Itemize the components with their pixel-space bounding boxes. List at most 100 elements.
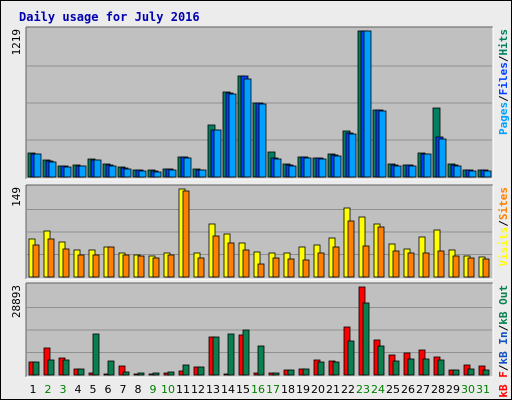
bar-pages-12 xyxy=(198,169,207,178)
bar-kb-out-22 xyxy=(347,340,355,376)
x-tick-label: 31 xyxy=(476,383,490,396)
bar-pages-28 xyxy=(438,138,447,178)
bar-pages-21 xyxy=(333,155,342,178)
bar-pages-24 xyxy=(378,110,387,178)
y-max-label: 149 xyxy=(10,187,23,207)
x-tick-label: 17 xyxy=(266,383,280,396)
bar-pages-25 xyxy=(393,165,402,178)
bar-kb-out-10 xyxy=(167,371,175,376)
bar-kb-out-19 xyxy=(302,368,310,376)
bar-kb-out-4 xyxy=(77,368,85,376)
bar-sites-3 xyxy=(62,248,70,278)
bar-pages-19 xyxy=(303,157,312,178)
bar-kb-out-5 xyxy=(92,333,100,376)
bar-pages-2 xyxy=(48,161,57,178)
bar-pages-17 xyxy=(273,158,282,178)
bar-sites-8 xyxy=(137,255,145,278)
legend-entry: kB In xyxy=(497,331,510,364)
bar-sites-25 xyxy=(392,250,400,278)
bar-sites-14 xyxy=(227,242,235,278)
x-tick-label: 24 xyxy=(371,383,385,396)
bar-kb-out-1 xyxy=(32,361,40,376)
x-tick-label: 19 xyxy=(296,383,310,396)
bar-kb-out-29 xyxy=(452,369,460,376)
bar-sites-19 xyxy=(302,259,310,278)
x-tick-label: 16 xyxy=(251,383,265,396)
series-legend: kB F/kB In/kB Out xyxy=(497,285,510,398)
legend-entry: Hits xyxy=(497,29,510,56)
legend-entry: Visits xyxy=(497,227,510,267)
x-tick-label: 6 xyxy=(105,383,112,396)
series-legend: Pages/Files/Hits xyxy=(497,29,510,135)
bar-kb-out-12 xyxy=(197,366,205,376)
bar-pages-22 xyxy=(348,133,357,178)
series-legend: Visits/Sites xyxy=(497,187,510,267)
bar-sites-9 xyxy=(152,257,160,278)
bar-sites-21 xyxy=(332,246,340,278)
x-tick-label: 2 xyxy=(45,383,52,396)
bar-sites-29 xyxy=(452,255,460,278)
bar-pages-5 xyxy=(93,159,102,178)
x-tick-label: 4 xyxy=(75,383,82,396)
x-tick-label: 11 xyxy=(176,383,190,396)
x-tick-label: 10 xyxy=(161,383,175,396)
bar-kb-out-26 xyxy=(407,358,415,376)
x-tick-label: 20 xyxy=(311,383,325,396)
x-tick-label: 7 xyxy=(120,383,127,396)
bar-kb-f-7 xyxy=(118,365,126,376)
chart-title: Daily usage for July 2016 xyxy=(19,10,200,24)
bar-sites-7 xyxy=(122,254,130,278)
bar-pages-20 xyxy=(318,158,327,178)
bar-kb-out-13 xyxy=(212,336,220,376)
bar-kb-out-6 xyxy=(107,360,115,376)
bar-kb-out-2 xyxy=(47,359,55,376)
bar-pages-18 xyxy=(288,165,297,178)
bar-kb-out-15 xyxy=(242,329,250,376)
bar-sites-13 xyxy=(212,235,220,278)
bar-kb-out-25 xyxy=(392,360,400,376)
bar-kb-out-24 xyxy=(377,345,385,376)
bar-kb-out-16 xyxy=(257,345,265,376)
x-tick-label: 1 xyxy=(30,383,37,396)
x-tick-label: 23 xyxy=(356,383,370,396)
legend-entry: Files xyxy=(497,62,510,95)
bar-kb-out-31 xyxy=(482,369,490,376)
bar-pages-14 xyxy=(228,93,237,178)
bar-pages-31 xyxy=(483,170,492,178)
bar-kb-out-14 xyxy=(227,333,235,376)
bar-sites-23 xyxy=(362,245,370,278)
bar-sites-15 xyxy=(242,249,250,278)
bar-pages-26 xyxy=(408,165,417,178)
bar-pages-10 xyxy=(168,169,177,178)
bar-pages-6 xyxy=(108,165,117,178)
x-tick-label: 5 xyxy=(90,383,97,396)
bar-pages-1 xyxy=(33,153,42,178)
bar-sites-16 xyxy=(257,263,265,278)
x-tick-label: 29 xyxy=(446,383,460,396)
y-max-label: 28893 xyxy=(10,285,23,318)
bar-sites-11 xyxy=(182,190,190,278)
x-tick-label: 15 xyxy=(236,383,250,396)
x-tick-label: 9 xyxy=(150,383,157,396)
bar-sites-26 xyxy=(407,252,415,278)
bar-pages-16 xyxy=(258,103,267,178)
bar-pages-9 xyxy=(153,171,162,178)
legend-entry: / xyxy=(497,324,510,331)
bar-sites-22 xyxy=(347,220,355,278)
bar-pages-13 xyxy=(213,129,222,178)
x-tick-label: 25 xyxy=(386,383,400,396)
legend-entry: Pages xyxy=(497,102,510,135)
legend-entry: kB F xyxy=(497,371,510,398)
x-tick-label: 18 xyxy=(281,383,295,396)
bar-sites-20 xyxy=(317,252,325,278)
bar-sites-1 xyxy=(32,244,40,278)
x-tick-label: 27 xyxy=(416,383,430,396)
legend-entry: Sites xyxy=(497,187,510,220)
y-max-label: 1219 xyxy=(10,29,23,56)
bar-sites-30 xyxy=(467,257,475,278)
bar-kb-out-21 xyxy=(332,361,340,376)
bar-pages-8 xyxy=(138,170,147,178)
x-tick-label: 26 xyxy=(401,383,415,396)
